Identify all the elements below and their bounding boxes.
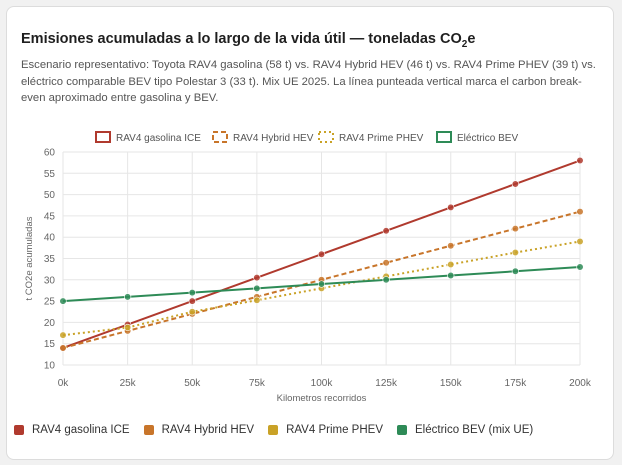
data-point [317,280,326,288]
data-point [576,156,584,165]
bottom-legend-label: RAV4 Hybrid HEV [161,424,255,436]
y-tick-label: 30 [44,275,56,286]
data-point [188,308,196,316]
y-tick-label: 55 [44,169,56,180]
x-tick-label: 50k [184,378,201,389]
data-point [59,331,67,339]
x-tick-label: 200k [569,378,592,389]
x-tick-label: 100k [311,378,334,389]
legend-label: RAV4 Hybrid HEV [233,133,314,144]
data-point [253,296,261,304]
x-tick-label: 75k [249,378,266,389]
data-point [576,237,584,246]
bottom-legend-item: Eléctrico BEV (mix UE) [397,424,533,436]
data-point [447,242,455,250]
legend-color-swatch [143,425,154,435]
bottom-legend: RAV4 gasolina ICE RAV4 Hybrid HEV RAV4 Pri… [14,420,547,440]
y-tick-label: 40 [44,233,56,244]
bottom-legend-item: RAV4 Hybrid HEV [143,424,255,436]
y-tick-label: 20 [44,318,56,329]
data-point [124,293,132,301]
x-axis-label: Kilometros recorridos [277,393,367,404]
legend-label: Eléctrico BEV [457,133,518,144]
data-point [382,227,390,235]
legend-label: RAV4 Prime PHEV [339,133,424,144]
data-point [447,203,455,211]
chart-title: Emisiones acumuladas a lo largo de la vi… [21,31,476,50]
x-tick-label: 150k [440,378,463,389]
x-tick-label: 175k [505,378,528,389]
bottom-legend-item: RAV4 gasolina ICE [14,424,130,436]
data-point [59,297,67,305]
legend-color-swatch [397,425,407,435]
data-point [447,271,455,280]
data-point [253,284,261,292]
legend-swatch [318,131,334,143]
legend-color-swatch [14,425,24,435]
data-point [511,248,519,257]
legend-label: RAV4 gasolina ICE [116,133,201,144]
data-point [576,263,584,271]
data-point [188,297,196,305]
data-point [382,276,390,284]
data-point [253,274,261,282]
data-point [124,323,132,332]
data-point [447,260,455,269]
y-tick-label: 45 [44,211,56,222]
legend-swatch [212,131,228,143]
y-tick-label: 10 [44,361,56,372]
bottom-legend-label: Eléctrico BEV (mix UE) [415,424,534,436]
data-point [511,180,519,188]
chart-card: Emisiones acumuladas a lo largo de la vi… [6,6,614,460]
bottom-legend-item: RAV4 Prime PHEV [268,424,383,436]
legend-swatch [436,131,452,143]
legend-color-swatch [268,425,279,435]
bottom-legend-label: RAV4 gasolina ICE [32,424,130,436]
data-point [576,208,584,216]
x-tick-label: 125k [375,378,398,389]
y-tick-label: 60 [44,148,56,159]
y-tick-label: 50 [44,190,56,201]
x-tick-label: 25k [120,378,137,389]
data-point [511,225,519,233]
data-point [59,344,67,352]
data-point [317,250,326,258]
bottom-legend-label: RAV4 Prime PHEV [286,424,383,436]
y-axis-label: t CO2e acumuladas [24,216,35,300]
legend-swatch [95,131,111,143]
y-tick-label: 35 [44,254,56,265]
data-point [188,288,196,297]
data-point [511,267,519,275]
data-point [382,259,390,267]
y-tick-label: 25 [44,297,56,308]
x-tick-label: 0k [58,378,70,389]
chart-subtitle: Escenario representativo: Toyota RAV4 ga… [21,59,596,104]
y-tick-label: 15 [44,339,56,350]
